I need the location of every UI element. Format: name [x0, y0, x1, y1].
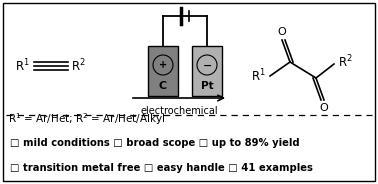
Circle shape — [197, 55, 217, 75]
Text: Pt: Pt — [201, 81, 213, 91]
Text: R$^2$: R$^2$ — [338, 54, 353, 70]
Text: R$^2$: R$^2$ — [71, 58, 85, 74]
Text: C: C — [159, 81, 167, 91]
Text: □ mild conditions □ broad scope □ up to 89% yield: □ mild conditions □ broad scope □ up to … — [10, 138, 300, 148]
Text: R$^1$: R$^1$ — [15, 58, 29, 74]
Bar — [148, 46, 178, 96]
Text: R$^1$: R$^1$ — [251, 68, 266, 84]
Text: $\mathbf{-}$: $\mathbf{-}$ — [202, 60, 212, 70]
Text: □ transition metal free □ easy handle □ 41 examples: □ transition metal free □ easy handle □ … — [10, 163, 313, 173]
Text: $\mathbf{+}$: $\mathbf{+}$ — [158, 59, 167, 70]
Circle shape — [153, 55, 173, 75]
Text: R$^1$ = Ar/Het; R$^2$ = Ar/Het/Alkyl: R$^1$ = Ar/Het; R$^2$ = Ar/Het/Alkyl — [8, 111, 166, 127]
Text: O: O — [320, 103, 328, 113]
Text: O: O — [277, 27, 287, 37]
Text: electrochemical: electrochemical — [140, 106, 218, 116]
Bar — [192, 46, 222, 96]
